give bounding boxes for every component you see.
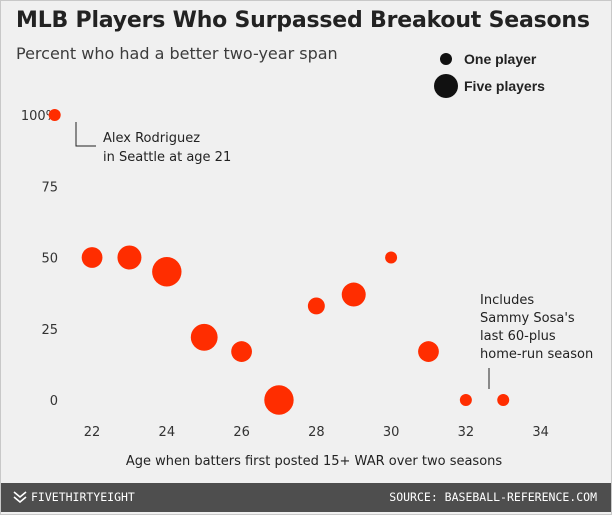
size-legend: One player Five players [434,51,545,98]
y-tick-label: 100% [21,109,58,124]
data-point [307,297,325,315]
x-tick-label: 24 [159,425,176,440]
x-tick-label: 26 [233,425,250,440]
chart-title: MLB Players Who Surpassed Breakout Seaso… [16,8,590,33]
legend-large-dot [434,74,458,98]
legend-small-label: One player [464,51,537,67]
y-tick-label: 75 [41,180,58,195]
data-point [48,109,61,121]
chart-subtitle: Percent who had a better two-year span [16,44,338,63]
sosa-note-line-3: last 60-plus [480,329,556,344]
x-tick-label: 32 [458,425,475,440]
sosa-note-line-4: home-run season [480,347,593,362]
x-tick-label: 30 [383,425,400,440]
y-tick-label: 50 [41,252,58,267]
arod-note-line-1: Alex Rodriguez [103,131,200,146]
annotations: Alex Rodriguez in Seattle at age 21 Incl… [75,122,593,389]
y-tick-label: 0 [50,394,58,409]
x-axis-label: Age when batters first posted 15+ WAR ov… [126,454,503,469]
source-credit: SOURCE: BASEBALL-REFERENCE.COM [389,490,597,504]
footer-bar: FIVETHIRTYEIGHT SOURCE: BASEBALL-REFEREN… [1,483,611,512]
x-tick-label: 28 [308,425,325,440]
arod-leader-line [75,122,96,147]
data-point [418,341,439,362]
data-point [459,394,472,406]
y-tick-label: 25 [41,323,58,338]
data-point [341,282,366,307]
axes: 22 24 26 28 30 32 34 0 25 50 75 100% [21,109,549,440]
brand-name: FIVETHIRTYEIGHT [31,490,135,504]
sosa-note-line-2: Sammy Sosa's [480,311,575,326]
data-point [152,257,182,287]
brand: FIVETHIRTYEIGHT [13,490,135,504]
data-point [497,394,510,406]
legend-small-dot [440,53,452,65]
legend-large-label: Five players [464,78,545,94]
arod-note-line-2: in Seattle at age 21 [103,150,231,165]
fivethirtyeight-logo-icon [13,491,27,503]
data-point [117,245,142,270]
data-point [264,385,294,415]
data-point [385,251,398,264]
sosa-note-line-1: Includes [480,293,534,308]
data-points [48,109,510,415]
data-point [190,323,218,351]
data-point [81,247,103,268]
x-tick-label: 22 [84,425,101,440]
x-tick-label: 34 [532,425,549,440]
data-point [231,341,252,362]
